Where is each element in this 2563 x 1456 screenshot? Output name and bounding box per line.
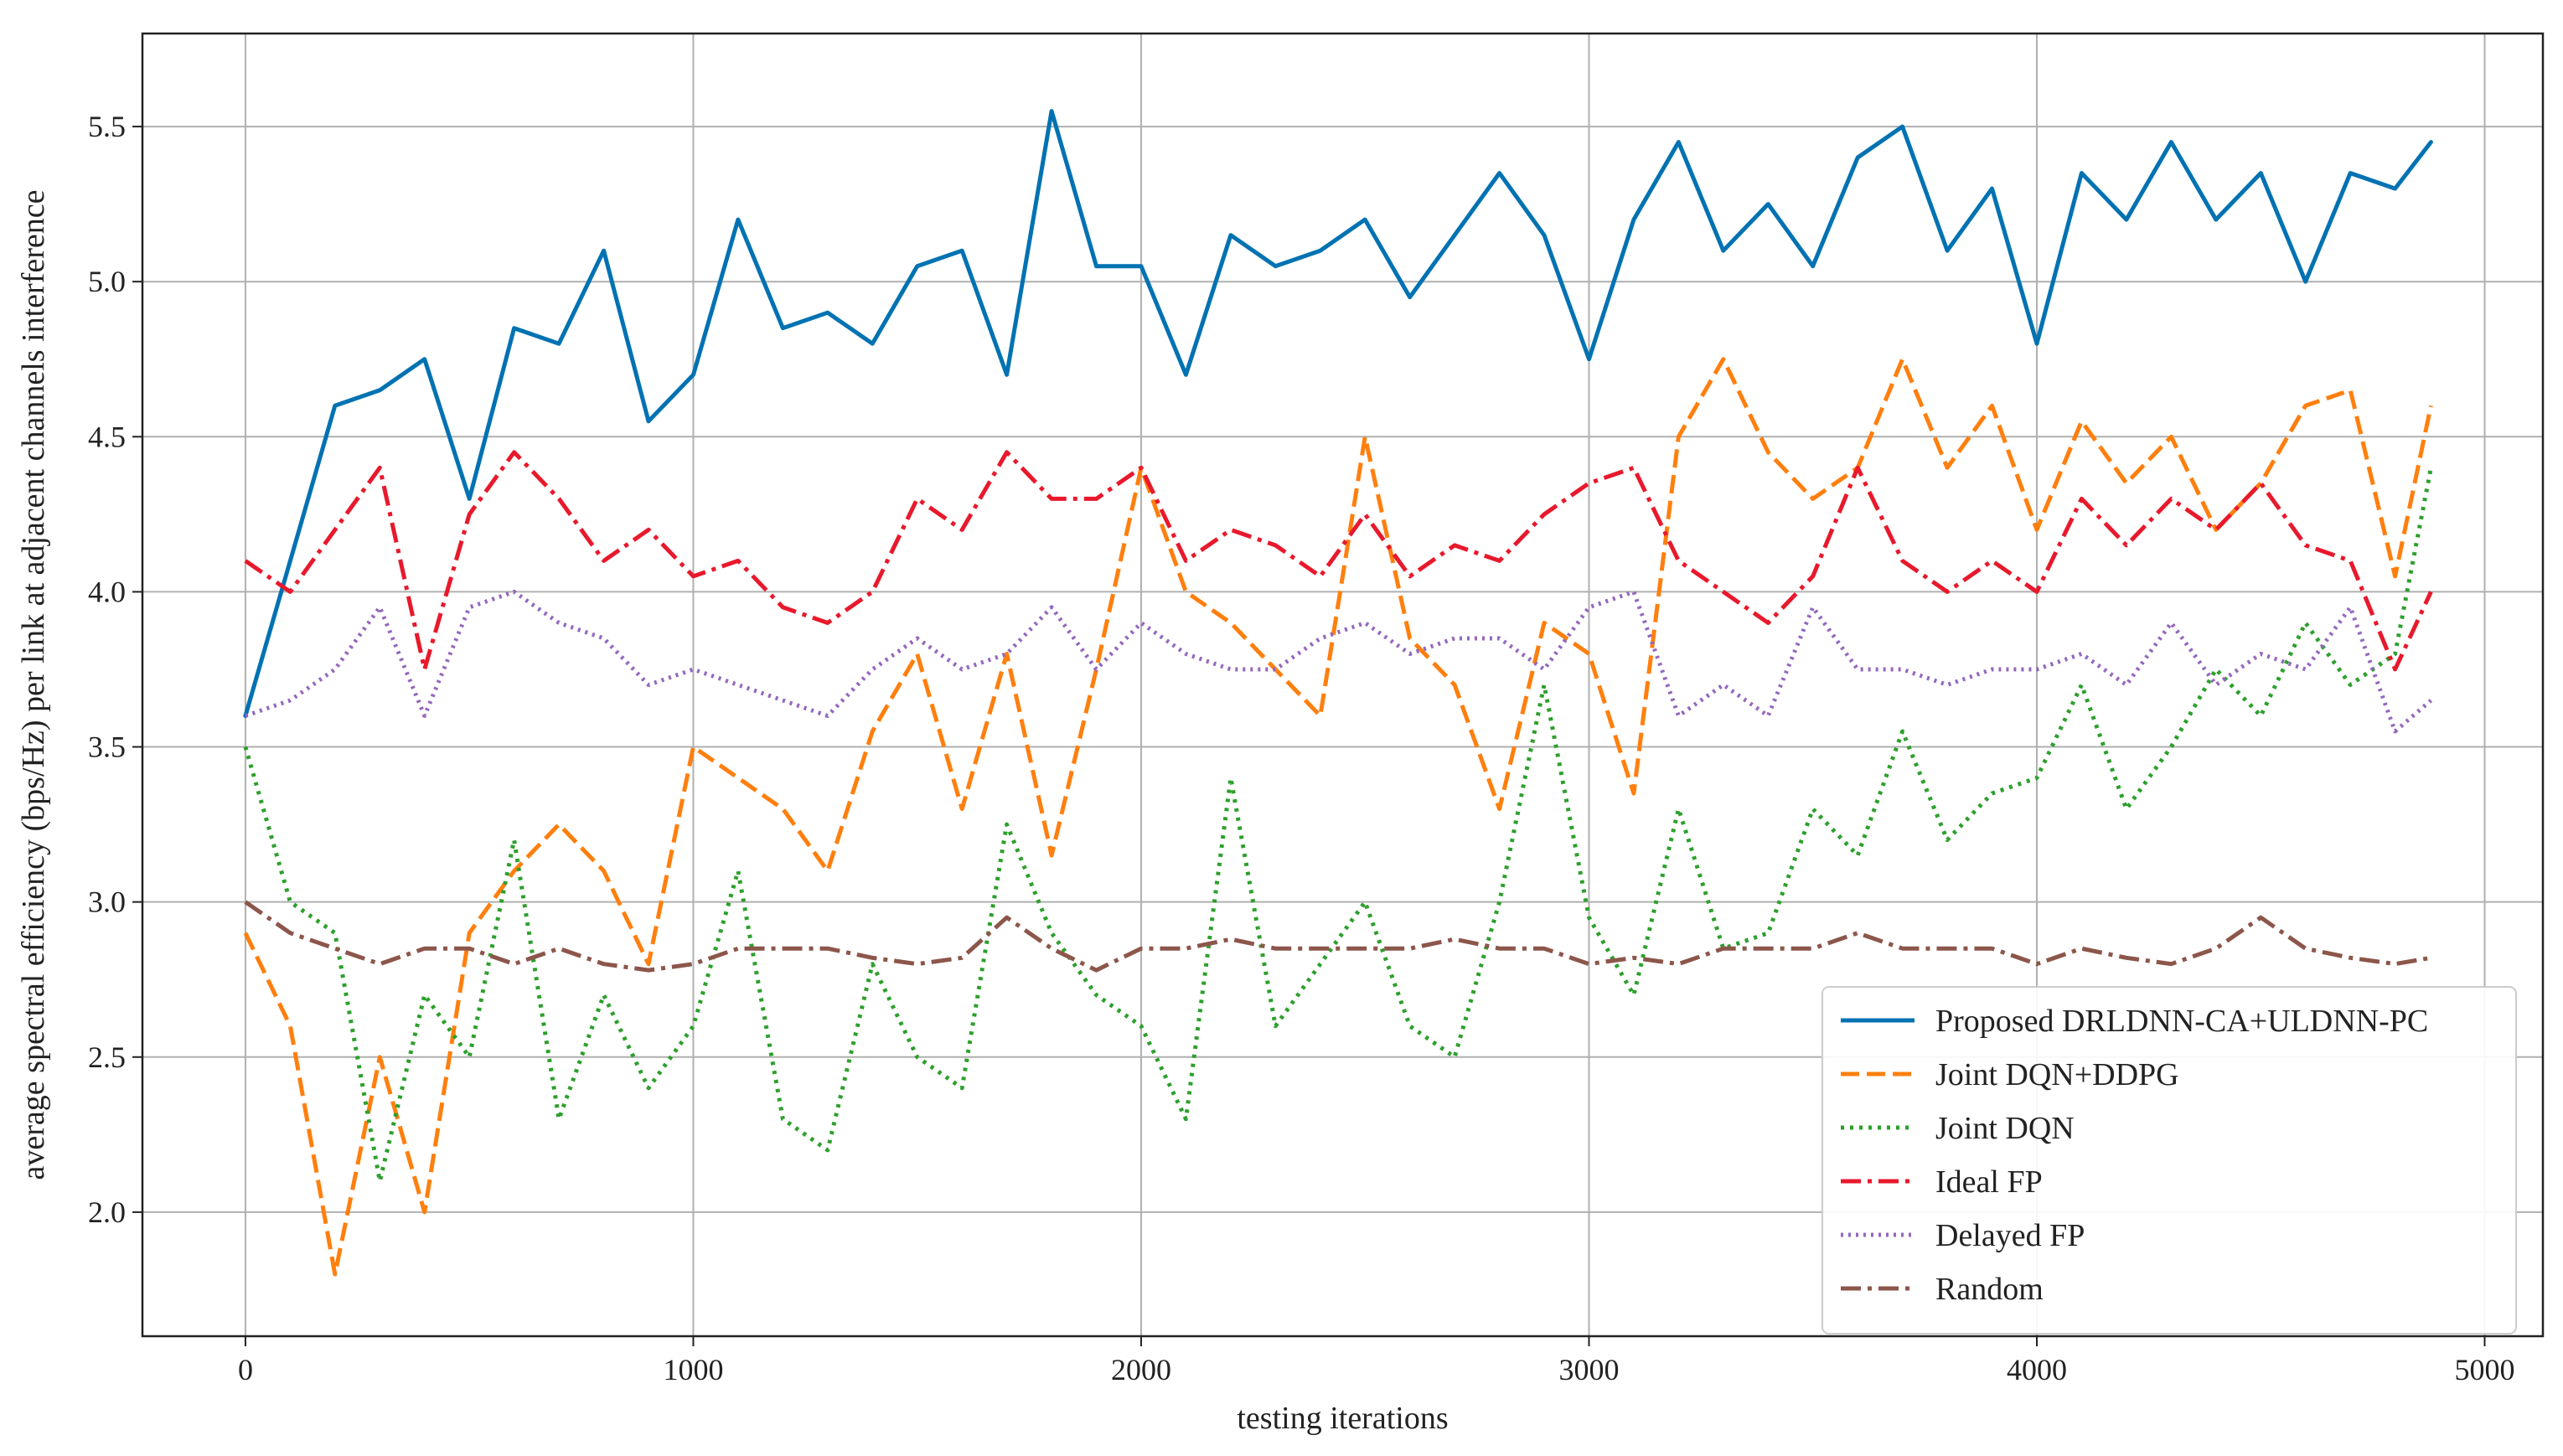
- y-tick-label: 5.5: [88, 110, 126, 143]
- y-tick-label: 3.5: [88, 731, 126, 764]
- x-tick-label: 5000: [2455, 1353, 2515, 1386]
- series-line-1: [243, 109, 2433, 718]
- legend: Proposed DRLDNN-CA+ULDNN-PC Joint DQN+DDP…: [1821, 986, 2517, 1335]
- series-line-5: [245, 589, 2433, 734]
- y-tick-label: 4.5: [88, 420, 126, 453]
- x-tick-label: 3000: [1558, 1353, 1619, 1386]
- y-tick-label: 3.0: [88, 885, 126, 919]
- y-tick-label: 2.0: [88, 1195, 126, 1229]
- x-tick-label: 4000: [2007, 1353, 2067, 1386]
- axis-ticks: 0 1000 2000 3000 4000 5000 2.0 2.5 3.0 3.5 4.0 4.5 5…: [88, 110, 2515, 1386]
- plot-frame: [141, 32, 2545, 1338]
- y-tick-label: 2.5: [88, 1040, 126, 1074]
- series-line-2: [243, 357, 2433, 1277]
- y-axis-label: average spectral efficiency (bps/Hz) per…: [16, 190, 51, 1180]
- series-lines: [243, 109, 2433, 1277]
- y-tick-label: 5.0: [88, 265, 126, 298]
- series-line-6: [244, 900, 2431, 973]
- legend-box: [1821, 986, 2517, 1335]
- x-tick-label: 1000: [663, 1353, 723, 1386]
- series-line-4: [244, 450, 2433, 672]
- legend-label: Proposed DRLDNN-CA+ULDNN-PC: [1935, 1004, 2428, 1039]
- y-tick-label: 4.0: [88, 575, 126, 608]
- legend-label: Joint DQN: [1935, 1111, 2075, 1146]
- legend-label: Random: [1935, 1272, 2044, 1307]
- x-axis-label: testing iterations: [1237, 1401, 1448, 1436]
- legend-label: Joint DQN+DDPG: [1935, 1057, 2179, 1092]
- legend-label: Delayed FP: [1935, 1218, 2085, 1253]
- x-tick-label: 0: [238, 1353, 253, 1386]
- grid-lines: [142, 34, 2543, 1336]
- legend-label: Ideal FP: [1935, 1164, 2043, 1200]
- x-tick-label: 2000: [1111, 1353, 1171, 1386]
